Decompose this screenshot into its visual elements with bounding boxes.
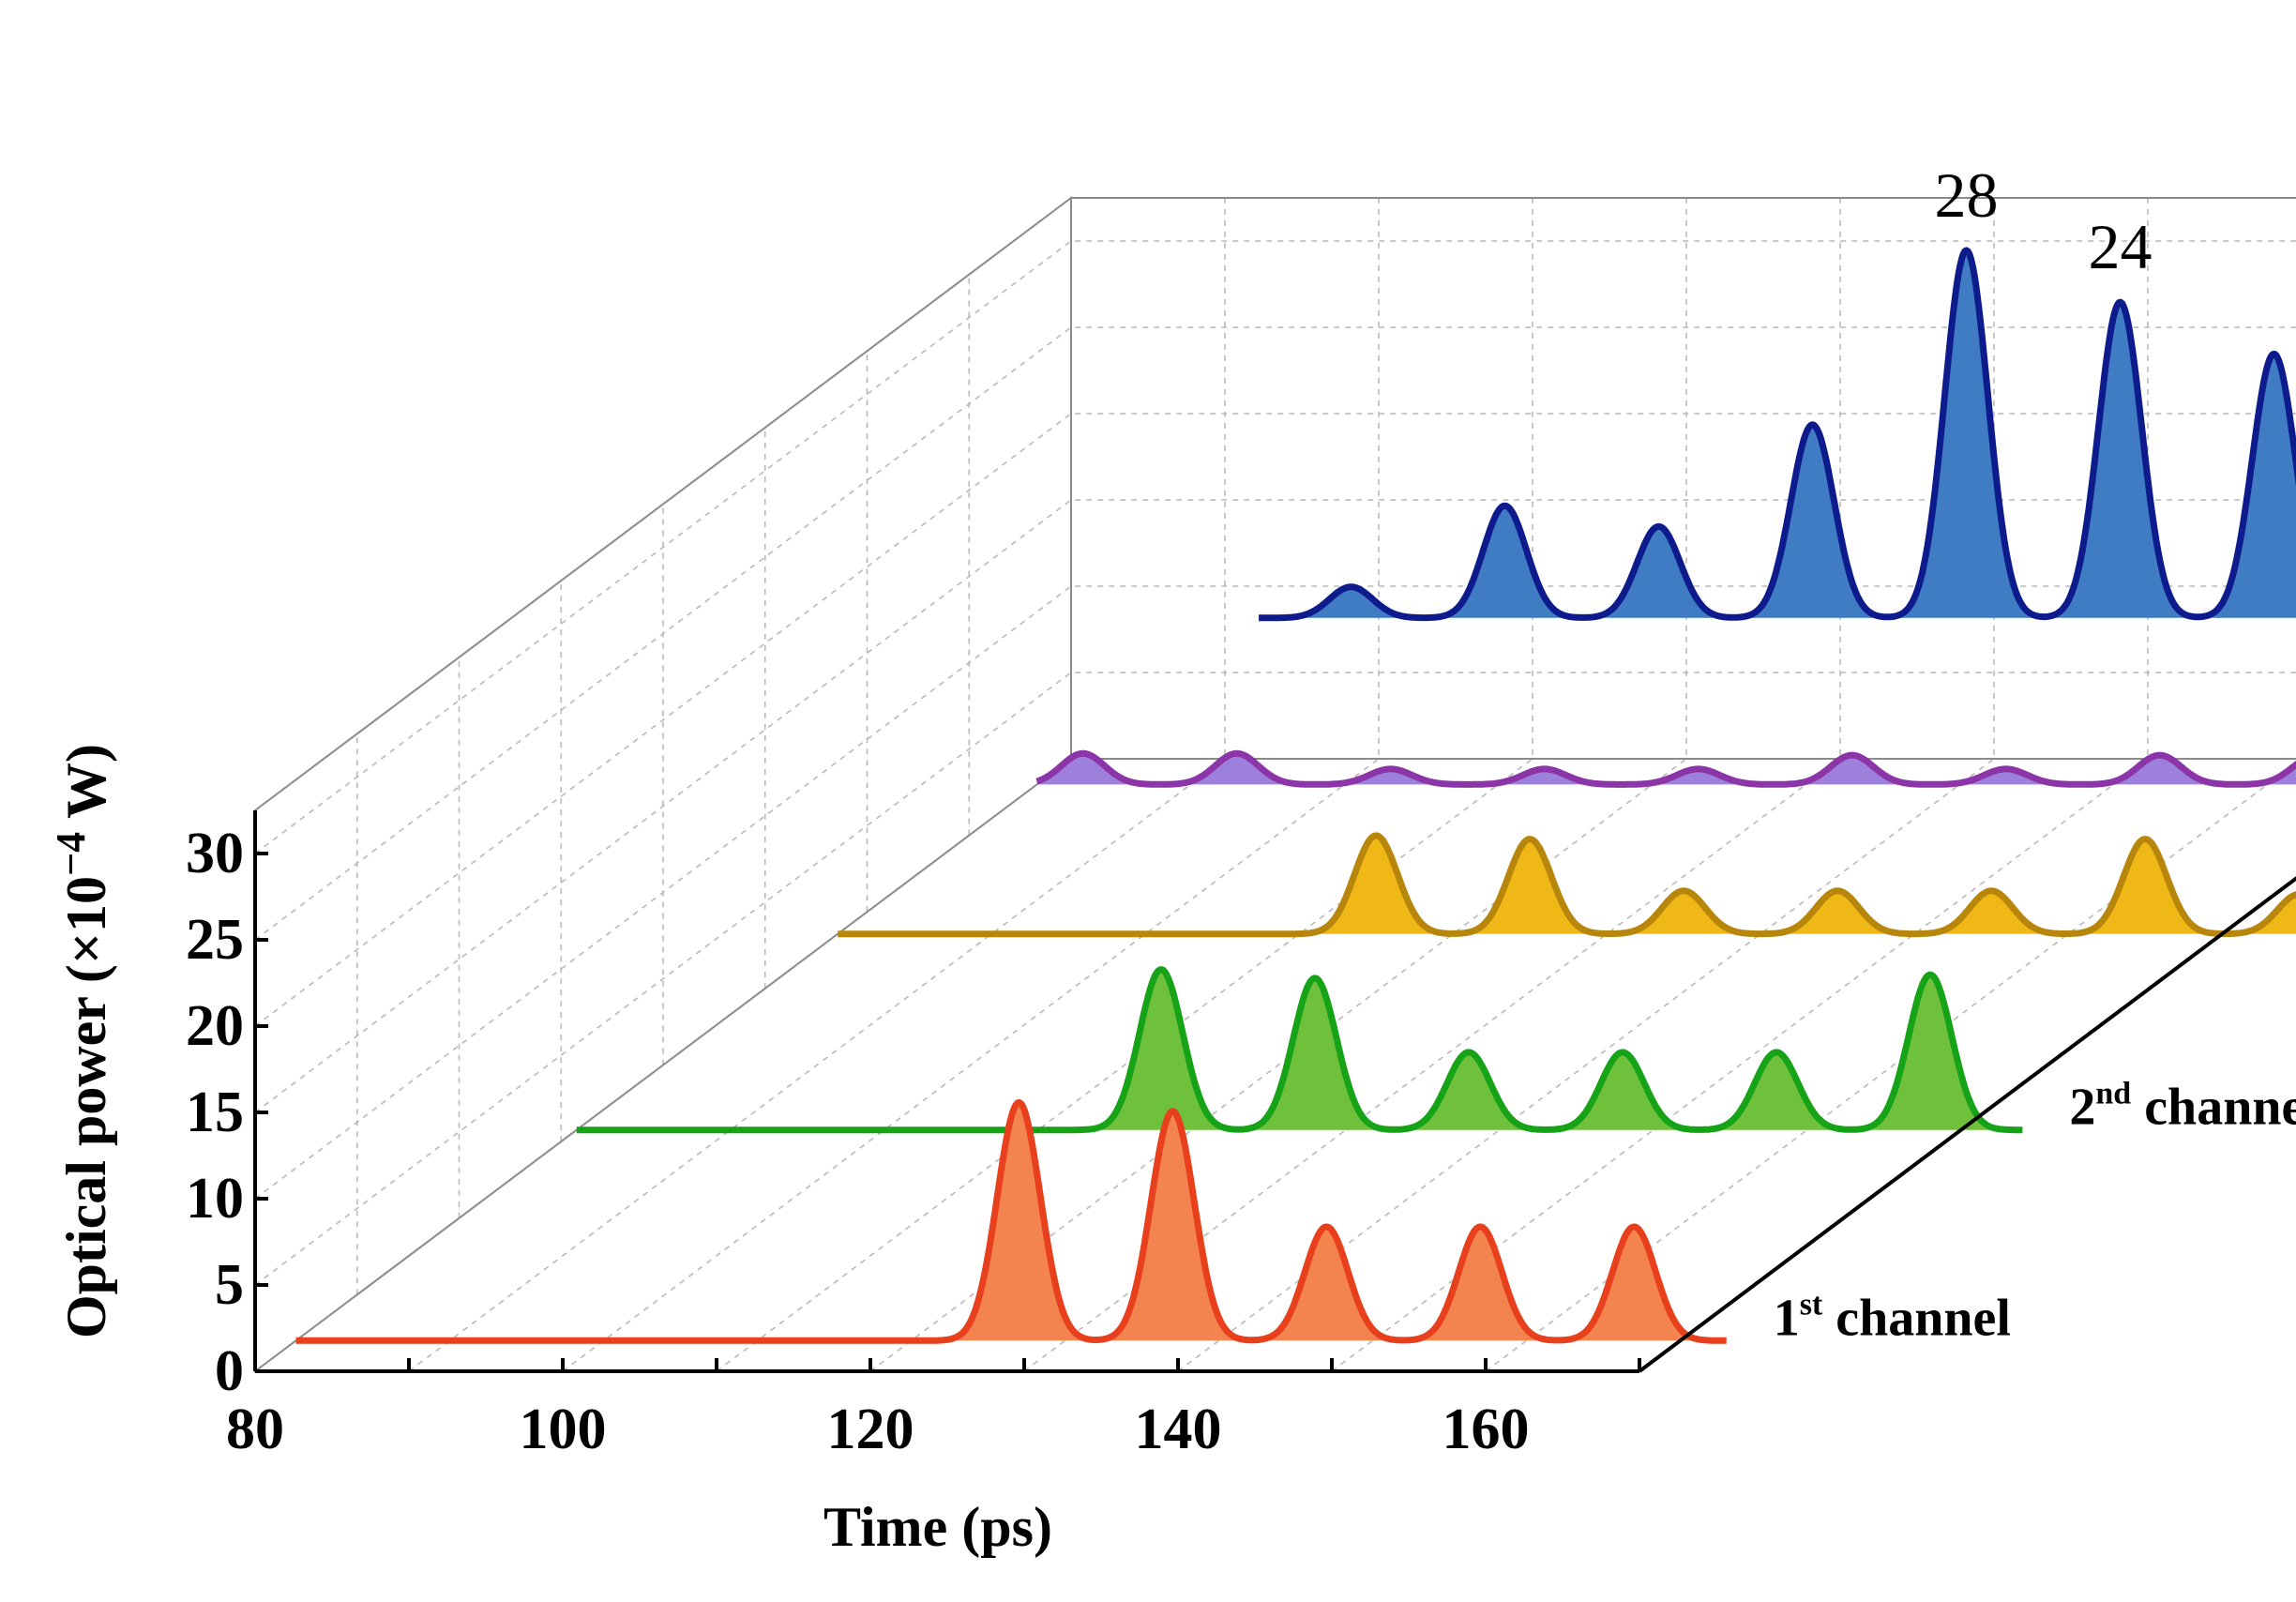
time-gridline [562, 198, 1380, 1372]
power-gridline [254, 499, 2296, 1113]
power-gridline [254, 413, 2296, 1027]
series-line [836, 832, 2296, 938]
series-3rd-channel [836, 832, 2296, 938]
channel-label-rest: channel [1822, 1289, 2011, 1347]
frame-layer [254, 195, 2296, 1374]
power-gridline [254, 585, 2296, 1200]
y-axis-title: Optical power (×10−4 W) [48, 744, 117, 1338]
series-fill [576, 969, 2023, 1130]
time-gridline [869, 198, 1687, 1372]
series-1st-channel [294, 1098, 1729, 1344]
y-tick-label: 5 [215, 1253, 244, 1317]
x-tick-label: 120 [827, 1398, 914, 1461]
y-tick-label: 25 [186, 908, 244, 972]
channel-label: 2nd channel [2069, 1077, 2296, 1137]
power-gridline [254, 326, 2296, 941]
label-layer: Sum4th channel3rd channel2nd channel1st … [186, 159, 2296, 1461]
axis-layer [253, 810, 2296, 1373]
series-4th-channel [1035, 749, 2296, 788]
channel-label: 1st channel [1774, 1287, 2011, 1347]
series-line [575, 966, 2025, 1134]
series-layer [294, 247, 2296, 1344]
y-axis-title-exponent: −4 [48, 832, 94, 876]
series-2nd-channel [575, 966, 2025, 1134]
y-tick-label: 10 [186, 1167, 244, 1231]
series-fill [295, 1102, 1727, 1341]
x-tick-label: 140 [1135, 1398, 1222, 1461]
x-tick-label: 160 [1443, 1398, 1530, 1461]
back-wall [1070, 197, 2296, 760]
y-axis-title-unit: W) [55, 744, 117, 832]
y-tick-label: 30 [186, 822, 244, 885]
time-gridline [1177, 198, 1995, 1372]
time-gridline [408, 198, 1226, 1372]
series-sum [1257, 247, 2296, 622]
time-gridline [716, 198, 1533, 1372]
series-line [1035, 749, 2296, 788]
time-gridline [1485, 762, 2296, 1372]
series-line [1257, 247, 2296, 622]
depth-axis-line [1638, 876, 2296, 1373]
channel-label-rest: channel [2131, 1079, 2296, 1137]
left-wall [254, 195, 1072, 1374]
channel-label-main: 1 [1774, 1289, 1800, 1347]
power-gridline [254, 240, 2296, 854]
x-tick-label: 100 [520, 1398, 607, 1461]
peak-annotation: 28 [1935, 159, 1999, 231]
y-tick-label: 0 [215, 1339, 244, 1403]
x-axis-title: Time (ps) [823, 1496, 1052, 1558]
channel-label-sup: st [1800, 1287, 1823, 1322]
grid-layer [254, 198, 2296, 1372]
channel-label-sup: nd [2095, 1077, 2131, 1111]
y-tick-label: 15 [186, 1081, 244, 1144]
y-axis-title-main: Optical power (×10 [55, 876, 117, 1338]
x-tick-label: 80 [226, 1398, 284, 1461]
series-fill [838, 835, 2296, 934]
series-line [294, 1098, 1729, 1344]
y-tick-label: 20 [186, 994, 244, 1058]
power-gridline [254, 672, 2296, 1286]
time-gridline [1331, 198, 2149, 1372]
channel-label-main: 2 [2069, 1079, 2095, 1137]
time-gridline [1023, 198, 1841, 1372]
peak-annotation: 24 [2089, 211, 2152, 282]
